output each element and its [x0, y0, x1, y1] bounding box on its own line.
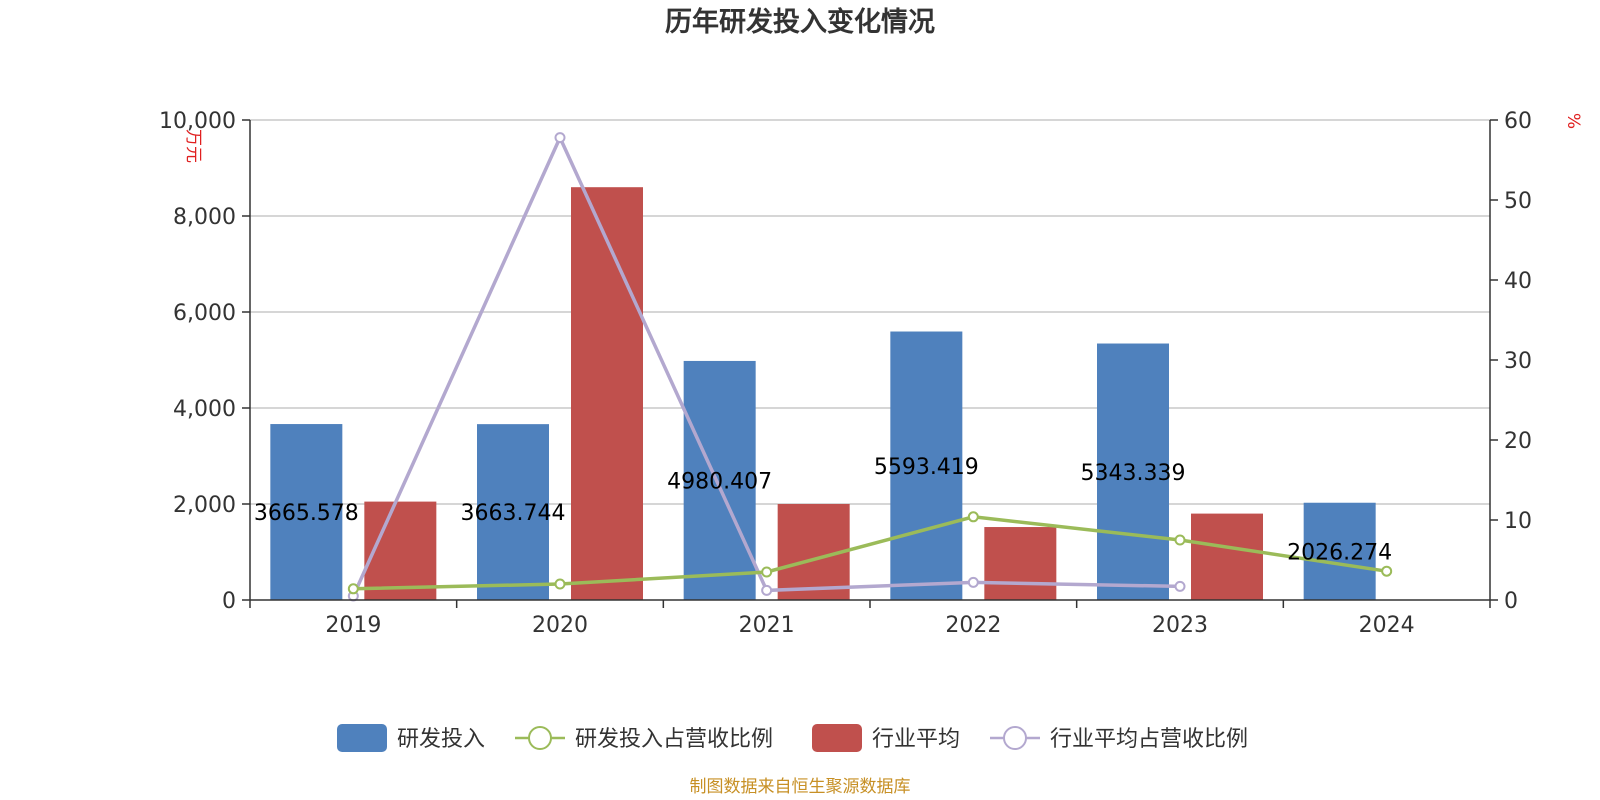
axes: 0 2,000 4,000 6,000 8,000 10,000 0 10 20 30 40 50 60…: [159, 109, 1532, 638]
legend-swatch-rd-ratio-marker: [528, 726, 552, 750]
rd-ratio-point-2024: [1381, 565, 1393, 577]
data-label-2021: 4980.407: [667, 469, 772, 494]
data-label-2020: 3663.744: [461, 501, 566, 526]
y-left-tick-label: 4,000: [173, 397, 236, 422]
x-tick-label: 2019: [325, 613, 381, 638]
bar-rd-2019: [270, 424, 343, 600]
bar-rd-2020: [477, 424, 549, 600]
data-labels: 3665.578 3663.744 4980.407 5593.419 5343.339…: [254, 455, 1392, 566]
chart-title: 历年研发投入变化情况: [665, 6, 935, 38]
industry-ratio-point-2022: [967, 576, 979, 588]
y-axis-left-unit: 万元: [183, 129, 203, 163]
grid-lines: [250, 119, 1490, 505]
industry-ratio-point-2020: [554, 132, 566, 144]
y-axis-right-unit: %: [1563, 113, 1583, 129]
y-left-tick-label: 0: [222, 589, 236, 614]
bar-industry-2020: [571, 187, 643, 600]
rd-ratio-point-2021: [761, 566, 773, 578]
bar-rd-2022: [890, 331, 963, 600]
bars: [270, 187, 1376, 600]
x-tick-label: 2022: [945, 613, 1001, 638]
legend-label-rd: 研发投入: [397, 727, 485, 752]
line-series: [347, 132, 1393, 602]
legend-swatch-industry: [812, 724, 862, 752]
rd-ratio-point-2022: [967, 511, 979, 523]
bar-rd-2023: [1097, 343, 1169, 600]
rd-ratio-line: [353, 515, 1387, 591]
bar-rd-2024: [1303, 502, 1376, 600]
y-left-tick-label: 10,000: [159, 109, 236, 134]
x-tick-label: 2024: [1359, 613, 1415, 638]
rd-ratio-point-2020: [554, 578, 566, 590]
y-right-tick-label: 60: [1504, 109, 1532, 134]
bar-industry-2022: [984, 527, 1057, 600]
legend-swatch-industry-ratio-marker: [1003, 726, 1027, 750]
legend-label-industry-ratio: 行业平均占营收比例: [1050, 727, 1248, 752]
legend: 研发投入 研发投入占营收比例 行业平均 行业平均占营收比例: [337, 724, 1248, 752]
data-label-2024: 2026.274: [1287, 540, 1392, 565]
y-left-tick-label: 2,000: [173, 493, 236, 518]
industry-ratio-point-2023: [1174, 580, 1186, 592]
bar-rd-2021: [683, 360, 756, 600]
y-right-tick-label: 0: [1504, 589, 1518, 614]
legend-label-industry: 行业平均: [872, 727, 960, 752]
y-right-tick-label: 10: [1504, 509, 1532, 534]
y-right-tick-label: 50: [1504, 189, 1532, 214]
industry-ratio-point-2021: [761, 584, 773, 596]
x-tick-label: 2023: [1152, 613, 1208, 638]
bar-industry-2023: [1191, 513, 1263, 600]
legend-label-rd-ratio: 研发投入占营收比例: [575, 727, 773, 752]
data-label-2022: 5593.419: [874, 455, 979, 480]
data-label-2019: 3665.578: [254, 501, 359, 526]
data-label-2023: 5343.339: [1081, 461, 1186, 486]
y-right-tick-label: 40: [1504, 269, 1532, 294]
bar-industry-2019: [364, 501, 437, 600]
rd-ratio-point-2023: [1174, 534, 1186, 546]
x-tick-label: 2020: [532, 613, 588, 638]
source-note: 制图数据来自恒生聚源数据库: [690, 777, 911, 797]
legend-swatch-rd: [337, 724, 387, 752]
y-left-tick-label: 8,000: [173, 205, 236, 230]
y-right-tick-label: 30: [1504, 349, 1532, 374]
rd-ratio-point-2019: [347, 583, 359, 595]
y-left-tick-label: 6,000: [173, 301, 236, 326]
x-tick-label: 2021: [739, 613, 795, 638]
y-right-tick-label: 20: [1504, 429, 1532, 454]
